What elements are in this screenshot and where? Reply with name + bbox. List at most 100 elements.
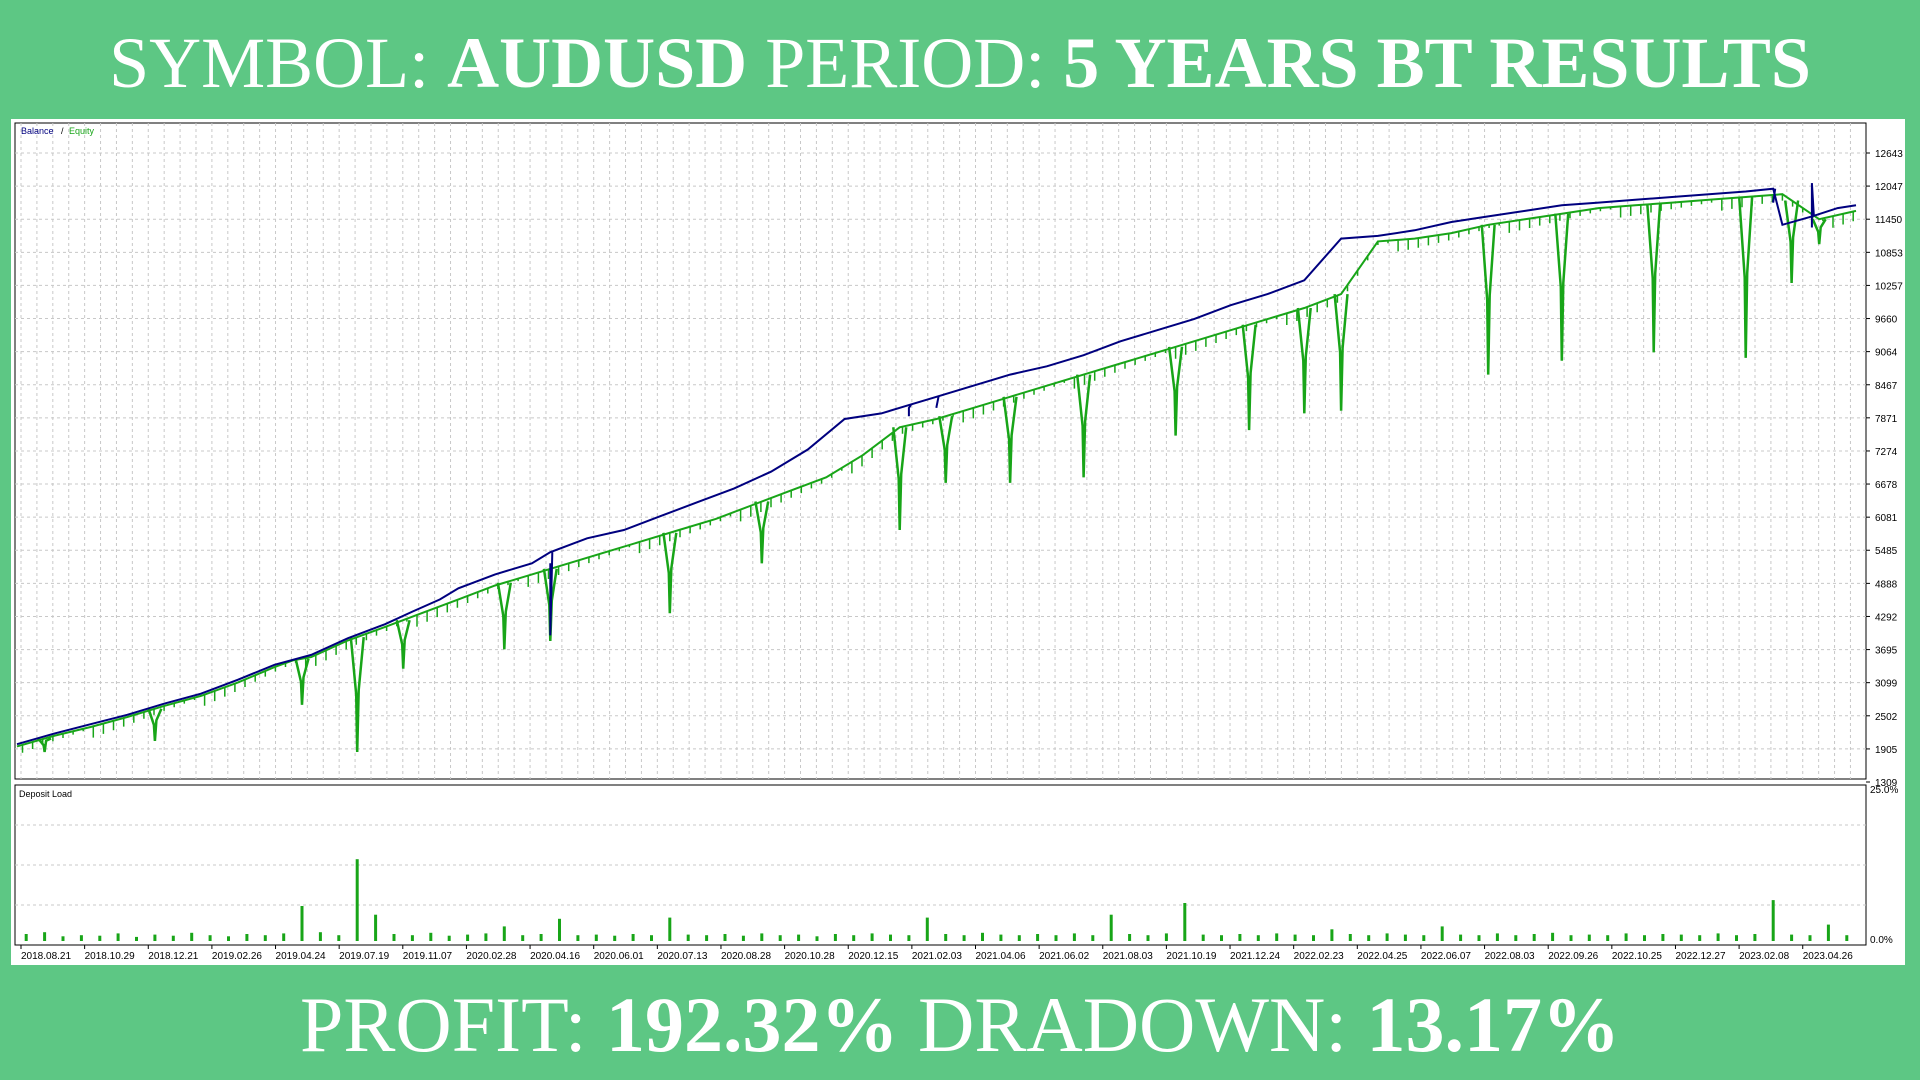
balance-spike — [907, 404, 912, 417]
deposit-load-bar — [1790, 934, 1794, 941]
equity-drawdown-dip — [37, 737, 52, 753]
x-tick-label: 2019.11.07 — [403, 951, 453, 962]
y-tick-label: 9660 — [1875, 315, 1898, 326]
legend-separator: / — [61, 126, 64, 136]
x-tick-label: 2021.02.03 — [912, 951, 962, 962]
x-tick-label: 2019.04.24 — [276, 951, 326, 962]
deposit-load-bar — [1495, 933, 1499, 941]
deposit-load-bar — [116, 933, 120, 941]
deposit-load-bar — [613, 935, 617, 941]
x-tick-label: 2021.12.24 — [1230, 951, 1280, 962]
profit-value: 192.32% — [606, 981, 899, 1068]
deposit-y-tick-label: 0.0% — [1870, 935, 1893, 946]
deposit-load-bar — [594, 934, 598, 941]
deposit-load-bar — [79, 935, 83, 941]
deposit-load-bar — [208, 935, 212, 941]
equity-drawdown-dip — [1811, 218, 1827, 245]
footer-banner: PROFIT: 192.32% DRADOWN: 13.17% — [0, 980, 1920, 1070]
x-tick-label: 2019.07.19 — [339, 951, 389, 962]
deposit-load-bar — [1735, 935, 1738, 941]
header-banner: SYMBOL: AUDUSD PERIOD: 5 YEARS BT RESULT… — [0, 18, 1920, 108]
deposit-load-bar — [723, 934, 727, 941]
profit-label: PROFIT: — [300, 981, 587, 1068]
deposit-load-bar — [631, 934, 635, 941]
y-tick-label: 7871 — [1875, 414, 1898, 425]
deposit-load-bar — [1128, 934, 1132, 941]
equity-noise — [21, 194, 1854, 753]
deposit-load-bar — [521, 935, 525, 941]
deposit-load-bar — [1679, 934, 1683, 941]
symbol-label: SYMBOL: — [109, 23, 430, 103]
equity-drawdown-dip — [542, 568, 558, 642]
equity-drawdown-dip — [1646, 203, 1662, 353]
deposit-load-bar — [1716, 933, 1720, 941]
x-tick-label: 2018.08.21 — [21, 951, 71, 962]
balance-spike — [549, 552, 554, 636]
deposit-load-bar — [282, 933, 286, 941]
balance-spike — [1810, 183, 1815, 228]
x-tick-label: 2023.02.08 — [1739, 951, 1789, 962]
deposit-load-bar — [43, 932, 47, 941]
chart-svg: 12643 12047 11450 10853 10257 9660 9064 8467 787… — [14, 122, 1903, 962]
deposit-load-bar — [1569, 935, 1573, 941]
balance-line — [16, 187, 1857, 746]
deposit-load-bar — [981, 932, 984, 941]
equity-drawdown-dip — [1002, 396, 1018, 483]
deposit-load-bar — [318, 932, 322, 941]
deposit-load-bar — [1422, 935, 1426, 941]
y-tick-label: 3695 — [1875, 646, 1898, 657]
deposit-load-bar — [1698, 935, 1702, 941]
equity-drawdown-dip — [349, 636, 365, 753]
deposit-load-bar — [484, 933, 488, 941]
x-tick-label: 2020.10.28 — [785, 951, 835, 962]
deposit-load-bar — [1220, 935, 1223, 941]
y-tick-label: 1309 — [1875, 778, 1898, 789]
deposit-load-bar — [944, 934, 948, 941]
deposit-load-bar — [227, 936, 230, 941]
equity-drawdown-dip — [662, 532, 678, 614]
deposit-load-bar — [447, 935, 451, 941]
deposit-load-bar — [1109, 914, 1113, 941]
deposit-load-bar — [1606, 935, 1610, 941]
deposit-load-bar — [1091, 935, 1095, 941]
deposit-load-bar — [1845, 935, 1849, 941]
deposit-load-bar — [1385, 933, 1389, 941]
equity-drawdown-dip — [294, 658, 310, 705]
deposit-load-bar — [392, 934, 396, 941]
deposit-load-bar — [1459, 934, 1463, 941]
x-tick-label: 2020.08.28 — [721, 951, 771, 962]
drawdown-value: 13.17% — [1366, 981, 1621, 1068]
deposit-load-bar — [1183, 903, 1187, 941]
y-tick-label: 12047 — [1875, 182, 1903, 193]
deposit-load-bar — [1532, 934, 1536, 941]
deposit-load-bar — [650, 935, 653, 941]
x-tick-label: 2022.04.25 — [1357, 951, 1407, 962]
deposit-load-bar — [1146, 935, 1150, 941]
deposit-load-bar — [24, 934, 28, 941]
deposit-load-bar — [815, 936, 819, 941]
deposit-load-bar — [705, 935, 709, 941]
deposit-load-bar — [668, 917, 672, 941]
y-tick-label: 8467 — [1875, 381, 1898, 392]
deposit-load-bar — [263, 935, 267, 941]
y-tick-label: 5485 — [1875, 546, 1898, 557]
deposit-load-bar — [1275, 933, 1279, 941]
x-tick-label: 2021.10.19 — [1166, 951, 1216, 962]
x-tick-label: 2022.12.27 — [1675, 951, 1725, 962]
y-tick-label: 1905 — [1875, 745, 1898, 756]
y-tick-label: 2502 — [1875, 712, 1898, 723]
deposit-load-bar — [429, 932, 433, 941]
x-tick-label: 2020.06.01 — [594, 951, 644, 962]
deposit-load-bar — [1551, 932, 1555, 941]
x-tick-label: 2020.12.15 — [848, 951, 898, 962]
x-tick-label: 2018.10.29 — [85, 951, 135, 962]
y-tick-label: 9064 — [1875, 348, 1898, 359]
y-tick-label: 12643 — [1875, 149, 1903, 160]
deposit-load-bar — [925, 917, 929, 941]
equity-drawdown-dip — [1241, 324, 1257, 431]
deposit-load-bar — [245, 934, 249, 941]
deposit-load-bar — [852, 935, 856, 941]
x-tick-label: 2021.06.02 — [1039, 951, 1089, 962]
y-tick-label: 4292 — [1875, 612, 1898, 623]
legend-balance: Balance — [21, 126, 54, 136]
